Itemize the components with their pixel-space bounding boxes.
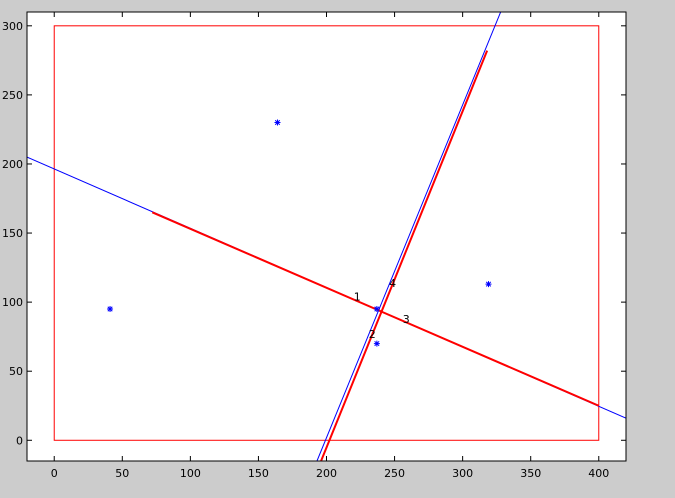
data-point-2: [107, 306, 114, 313]
point-label-2: 2: [369, 328, 376, 341]
x-tick-label: 100: [180, 467, 201, 480]
y-tick-label: 50: [9, 365, 23, 378]
data-group: 1 2 3 4: [27, 12, 626, 461]
y-tick-label: 300: [2, 20, 23, 33]
y-tick-label: 150: [2, 227, 23, 240]
data-point-5: [373, 340, 380, 347]
data-point-1: [274, 119, 281, 126]
data-point-4: [373, 306, 380, 313]
y-tick-label: 0: [16, 434, 23, 447]
point-label-3: 3: [403, 313, 410, 326]
x-tick-label: 300: [452, 467, 473, 480]
x-tick-label: 350: [520, 467, 541, 480]
x-tick-label: 150: [248, 467, 269, 480]
boundary-rectangle: [53, 25, 600, 441]
x-tick-label: 0: [51, 467, 58, 480]
y-tick-label: 100: [2, 296, 23, 309]
x-tick-label: 50: [115, 467, 129, 480]
x-tick-label: 400: [588, 467, 609, 480]
point-label-1: 1: [354, 291, 361, 304]
point-label-4: 4: [389, 277, 396, 290]
data-point-3: [485, 281, 492, 288]
x-tick-label: 250: [384, 467, 405, 480]
blue-line-b: [316, 12, 502, 461]
x-tick-label: 200: [316, 467, 337, 480]
red-segment-b: [320, 50, 489, 461]
y-tick-label: 250: [2, 89, 23, 102]
y-tick-label: 200: [2, 158, 23, 171]
plot-area: [27, 12, 626, 461]
